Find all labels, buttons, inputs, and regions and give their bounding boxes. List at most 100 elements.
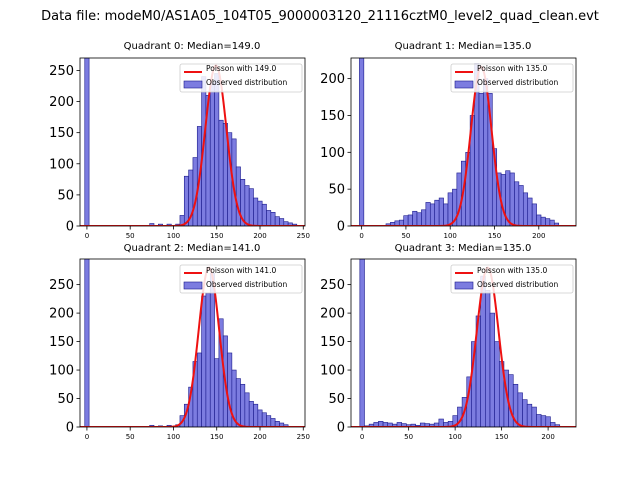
histogram-bar — [279, 218, 285, 226]
histogram-bar — [443, 203, 449, 226]
x-tick-label: 100 — [167, 232, 180, 240]
legend-observed-label: Observed distribution — [206, 78, 287, 87]
x-tick-label: 250 — [297, 232, 310, 240]
histogram-bar — [536, 214, 542, 226]
histogram-bar — [416, 212, 422, 226]
histogram-bar — [201, 295, 207, 427]
y-tick-label: 200 — [320, 72, 345, 87]
histogram-bar — [447, 192, 453, 226]
legend-observed-label: Observed distribution — [477, 78, 558, 87]
histogram-bar — [257, 409, 263, 427]
x-tick-label: 0 — [85, 433, 89, 441]
x-tick-label: 200 — [532, 232, 545, 240]
x-tick-label: 200 — [253, 433, 266, 441]
histogram-bar — [183, 175, 189, 226]
histogram-bar — [412, 210, 418, 226]
panel-quadrant-3: Quadrant 3: Median=135.0 Poisson with 13… — [320, 243, 577, 441]
histogram-bar — [209, 272, 215, 427]
y-tick-label: 100 — [320, 364, 345, 379]
panel-title: Quadrant 2: Median=141.0 — [124, 243, 261, 254]
histogram-bar — [266, 415, 272, 427]
y-tick-label: 50 — [57, 188, 74, 203]
histogram-bar — [429, 203, 436, 226]
x-tick-label: 100 — [448, 433, 461, 441]
histogram-bar — [274, 216, 280, 226]
histogram-bar — [514, 181, 520, 226]
histogram-bar — [218, 119, 224, 226]
legend-poisson-label: Poisson with 141.0 — [206, 266, 276, 275]
panel-title: Quadrant 1: Median=135.0 — [395, 41, 532, 52]
legend-observed-swatch — [454, 80, 474, 89]
histogram-bar — [227, 352, 233, 427]
histogram-bar — [205, 292, 211, 427]
poisson-curve — [80, 64, 305, 226]
histogram-bar — [407, 214, 413, 226]
x-tick-label: 50 — [401, 232, 410, 240]
legend-observed-label: Observed distribution — [206, 280, 287, 289]
x-tick-label: 50 — [126, 433, 135, 441]
histogram-bar — [270, 212, 276, 226]
legend-observed-swatch — [454, 281, 474, 290]
histogram-bar — [214, 358, 220, 427]
legend-poisson-label: Poisson with 135.0 — [477, 64, 547, 73]
x-tick-label: 150 — [488, 232, 501, 240]
histogram-bar — [526, 403, 533, 427]
histogram-bar — [209, 82, 215, 226]
histogram-bar — [522, 192, 529, 226]
y-tick-label: 50 — [328, 392, 345, 407]
legend-observed-swatch — [183, 281, 203, 290]
y-tick-label: 250 — [49, 278, 74, 293]
y-tick-label: 150 — [49, 126, 74, 141]
axes-frame — [79, 258, 306, 428]
histogram-bar — [540, 216, 546, 226]
histogram-bar — [235, 378, 241, 427]
legend-observed-swatch — [183, 80, 203, 89]
histogram-bar — [240, 383, 246, 427]
histogram-bar — [545, 218, 551, 226]
histogram-bar — [403, 215, 409, 226]
legend-box — [179, 63, 303, 93]
x-tick-label: 200 — [253, 232, 266, 240]
y-tick-label: 100 — [320, 146, 345, 161]
histogram-bar — [456, 172, 462, 226]
y-tick-label: 250 — [320, 278, 345, 293]
histogram-bar — [531, 203, 537, 226]
histogram-bar — [527, 197, 533, 226]
histogram-bar — [438, 418, 444, 427]
x-tick-label: 150 — [495, 433, 508, 441]
panel-quadrant-1: Quadrant 1: Median=135.0 Poisson with 13… — [320, 41, 577, 240]
histogram-bar — [508, 374, 514, 427]
legend-observed-label: Observed distribution — [477, 280, 558, 289]
y-tick-label: 200 — [49, 95, 74, 110]
histogram-bar — [244, 392, 250, 427]
legend-poisson-label: Poisson with 135.0 — [477, 266, 547, 275]
histogram-bar — [84, 58, 90, 226]
x-tick-label: 0 — [359, 232, 363, 240]
histogram-bar — [489, 312, 495, 427]
histogram-bar — [522, 399, 528, 427]
histogram-bar — [483, 78, 489, 226]
y-tick-label: 200 — [320, 307, 345, 322]
histogram-bar — [235, 166, 241, 226]
histogram-bar — [554, 424, 561, 427]
y-tick-label: 100 — [49, 364, 74, 379]
legend-poisson-label: Poisson with 149.0 — [206, 64, 276, 73]
x-tick-label: 150 — [210, 433, 223, 441]
histogram-bar — [518, 185, 524, 226]
x-tick-label: 50 — [404, 433, 413, 441]
histogram-bar — [359, 58, 365, 226]
panel-title: Quadrant 3: Median=135.0 — [395, 243, 532, 254]
y-tick-label: 0 — [337, 421, 345, 436]
y-tick-label: 0 — [66, 421, 74, 436]
y-tick-label: 0 — [337, 220, 345, 235]
panel-title: Quadrant 0: Median=149.0 — [124, 41, 261, 52]
histogram-bar — [196, 352, 202, 427]
histogram-bar — [283, 424, 289, 427]
y-tick-label: 150 — [320, 335, 345, 350]
histogram-bar — [253, 403, 259, 427]
histogram-bar — [494, 341, 500, 427]
histogram-bar — [261, 203, 267, 226]
histogram-bar — [421, 209, 427, 226]
axes-frame — [350, 258, 577, 428]
